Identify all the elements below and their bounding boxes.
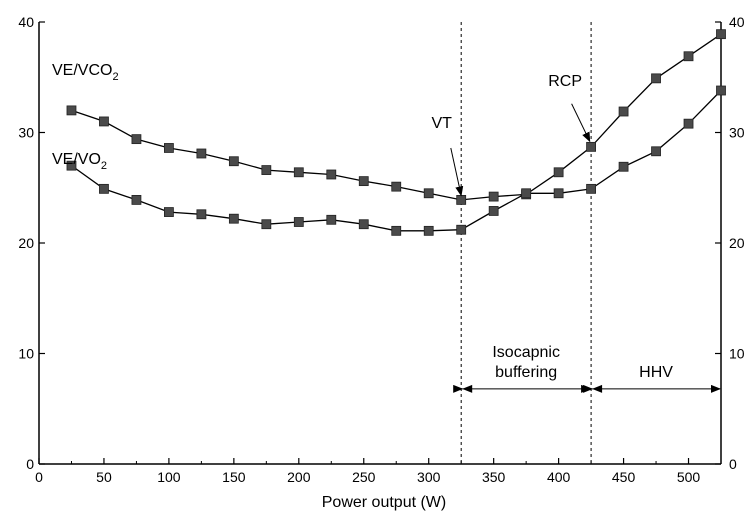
data-point <box>293 217 304 227</box>
data-point <box>66 160 77 171</box>
data-point <box>716 85 726 96</box>
annotation-label: RCP <box>548 73 582 90</box>
x-tick-label: 350 <box>482 469 506 485</box>
x-tick-label: 400 <box>547 469 571 485</box>
plot-area <box>38 22 722 465</box>
series-markers <box>66 29 726 236</box>
data-point <box>164 207 174 217</box>
data-point <box>586 183 596 194</box>
y-tick-label-left: 40 <box>18 14 34 30</box>
x-tick-label: 200 <box>287 469 311 485</box>
data-point <box>488 191 499 202</box>
y-ticks-left: 0 10 20 30 40 <box>18 14 45 472</box>
data-point <box>261 165 272 175</box>
range-label-line1: Isocapnic <box>492 344 560 361</box>
x-tick-label: 0 <box>35 469 43 485</box>
y-tick-label-right: 20 <box>729 235 745 251</box>
y-tick-label-right: 10 <box>729 346 745 362</box>
data-point <box>358 176 369 187</box>
data-point <box>618 106 629 117</box>
data-point <box>553 188 564 199</box>
data-point <box>99 116 109 127</box>
series-line <box>71 33 722 201</box>
range-arrowhead-start <box>592 384 603 393</box>
y-tick-label-right: 40 <box>729 14 745 30</box>
data-point <box>683 118 694 129</box>
y-tick-label-left: 10 <box>18 346 34 362</box>
x-axis-title: Power output (W) <box>322 494 446 511</box>
series-lines <box>71 33 722 232</box>
range-label-line1: HHV <box>639 364 673 381</box>
y-tick-label-right: 30 <box>729 125 745 141</box>
data-point <box>131 195 142 205</box>
x-tick-label: 250 <box>352 469 376 485</box>
data-point <box>326 214 337 225</box>
data-point <box>261 219 272 230</box>
x-ticks: 0 50 100 150 200 250 300 350 400 450 500 <box>35 458 700 485</box>
annotation-label: VT <box>431 115 452 132</box>
data-point <box>456 195 467 205</box>
data-point <box>228 213 239 224</box>
x-tick-label: 500 <box>677 469 701 485</box>
data-point <box>651 73 661 84</box>
data-point <box>99 183 109 194</box>
data-point <box>196 209 207 220</box>
series-label-subscript: 2 <box>101 160 107 172</box>
x-tick-label: 300 <box>417 469 441 485</box>
data-point <box>66 105 77 116</box>
x-tick-label: 100 <box>157 469 181 485</box>
data-point <box>391 225 402 236</box>
data-point <box>586 141 596 152</box>
y-tick-label-left: 0 <box>26 456 34 472</box>
data-point <box>164 143 174 153</box>
data-point <box>716 29 726 40</box>
data-point <box>553 167 564 178</box>
data-point <box>326 169 337 180</box>
range-arrowhead-start <box>462 384 473 393</box>
annotations: VT RCP <box>431 73 591 197</box>
data-point <box>293 167 304 178</box>
data-point <box>618 161 629 172</box>
y-tick-label-right: 0 <box>729 456 737 472</box>
range-label-line2: buffering <box>495 364 557 381</box>
data-point <box>228 156 239 167</box>
data-point <box>423 225 434 236</box>
range-annotations: Isocapnic buffering HHV <box>453 344 721 393</box>
x-tick-label: 450 <box>612 469 636 485</box>
data-point <box>488 206 499 216</box>
series-label-main: VE/VO <box>52 151 101 168</box>
series-label-main: VE/VCO <box>52 62 112 79</box>
series-label: VE/VCO2 <box>52 62 119 83</box>
x-tick-label: 50 <box>96 469 112 485</box>
data-point <box>521 188 532 199</box>
x-tick-label: 150 <box>222 469 246 485</box>
data-point <box>196 148 207 159</box>
data-point <box>651 146 661 157</box>
data-point <box>391 181 402 192</box>
y-ticks-right: 0 10 20 30 40 <box>715 14 745 472</box>
data-point <box>131 134 142 145</box>
y-tick-label-left: 30 <box>18 125 34 141</box>
series-label: VE/VO2 <box>52 151 107 172</box>
data-point <box>683 51 694 62</box>
series-label-subscript: 2 <box>112 71 118 83</box>
y-tick-label-left: 20 <box>18 235 34 251</box>
data-point <box>358 219 369 230</box>
annotation-arrow <box>571 103 591 143</box>
annotation-arrow <box>450 147 464 197</box>
data-point <box>456 224 467 235</box>
data-point <box>423 188 434 199</box>
